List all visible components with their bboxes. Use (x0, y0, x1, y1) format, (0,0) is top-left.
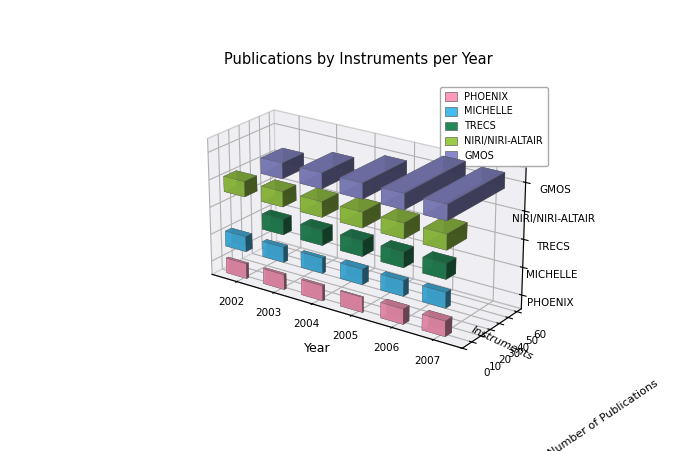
Y-axis label: Number of Publications: Number of Publications (547, 378, 660, 451)
Text: Instruments: Instruments (470, 324, 535, 362)
Title: Publications by Instruments per Year: Publications by Instruments per Year (225, 52, 493, 67)
X-axis label: Year: Year (304, 342, 330, 355)
Legend: PHOENIX, MICHELLE, TRECS, NIRI/NIRI-ALTAIR, GMOS: PHOENIX, MICHELLE, TRECS, NIRI/NIRI-ALTA… (440, 87, 548, 166)
